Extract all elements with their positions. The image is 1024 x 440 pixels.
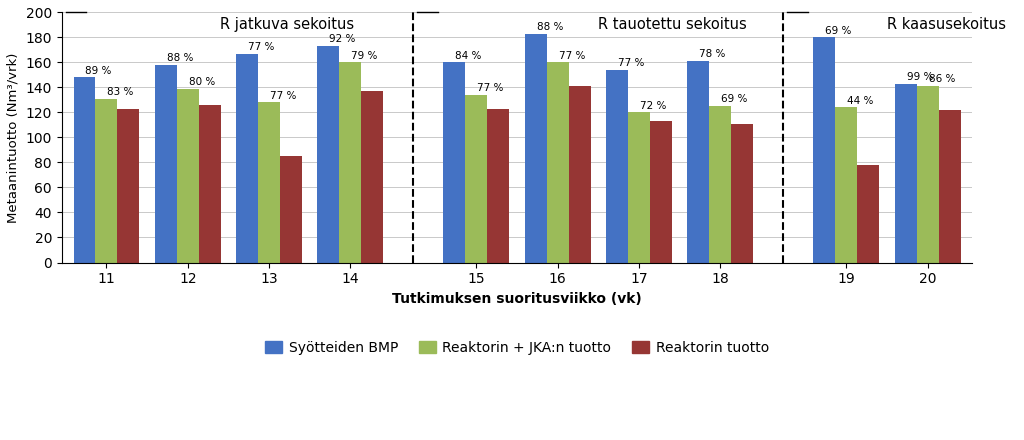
Bar (443, 62, 466, 263)
Bar (916, 86, 939, 263)
Bar (95, 99, 118, 263)
Bar (939, 110, 961, 263)
Text: 84 %: 84 % (456, 51, 481, 61)
Y-axis label: Metaanintuotto (Nm³/vrk): Metaanintuotto (Nm³/vrk) (7, 52, 19, 223)
Bar (606, 70, 628, 263)
Text: 79 %: 79 % (351, 51, 378, 61)
Bar (466, 95, 487, 263)
Bar (361, 91, 383, 263)
Text: 88 %: 88 % (537, 22, 563, 32)
Bar (895, 84, 916, 263)
Bar (258, 103, 280, 263)
Bar (237, 54, 258, 263)
Text: 77 %: 77 % (617, 58, 644, 68)
Bar (857, 165, 880, 263)
Bar (280, 156, 302, 263)
Bar (118, 109, 139, 263)
Text: 92 %: 92 % (330, 34, 355, 44)
Bar (525, 34, 547, 263)
Bar (487, 109, 509, 263)
Bar (836, 107, 857, 263)
Text: R tauotettu sekoitus: R tauotettu sekoitus (598, 18, 748, 33)
Text: 77 %: 77 % (248, 42, 274, 52)
Bar (568, 86, 591, 263)
Legend: Syötteiden BMP, Reaktorin + JKA:n tuotto, Reaktorin tuotto: Syötteiden BMP, Reaktorin + JKA:n tuotto… (259, 335, 775, 361)
Text: 83 %: 83 % (108, 87, 134, 97)
Text: 44 %: 44 % (847, 95, 873, 106)
Text: 86 %: 86 % (929, 74, 955, 84)
Bar (813, 37, 836, 263)
Text: 77 %: 77 % (558, 51, 585, 61)
Text: 89 %: 89 % (85, 66, 112, 76)
Text: 72 %: 72 % (640, 101, 667, 110)
Bar (547, 62, 568, 263)
Text: 77 %: 77 % (477, 83, 504, 93)
Bar (650, 121, 672, 263)
Text: 77 %: 77 % (270, 91, 296, 101)
Text: 80 %: 80 % (188, 77, 215, 87)
Bar (628, 113, 650, 263)
Bar (731, 124, 754, 263)
Bar (710, 106, 731, 263)
Bar (74, 77, 95, 263)
Text: 69 %: 69 % (721, 94, 748, 104)
Text: 88 %: 88 % (167, 53, 193, 63)
X-axis label: Tutkimuksen suoritusviikko (vk): Tutkimuksen suoritusviikko (vk) (392, 292, 642, 306)
Bar (687, 61, 710, 263)
Text: 69 %: 69 % (825, 26, 852, 36)
Text: R jatkuva sekoitus: R jatkuva sekoitus (220, 18, 354, 33)
Bar (317, 46, 339, 263)
Text: 99 %: 99 % (906, 72, 933, 82)
Bar (177, 89, 199, 263)
Bar (199, 105, 221, 263)
Bar (339, 62, 361, 263)
Bar (155, 65, 177, 263)
Text: 78 %: 78 % (699, 49, 726, 59)
Text: R kaasusekoitus: R kaasusekoitus (887, 18, 1006, 33)
